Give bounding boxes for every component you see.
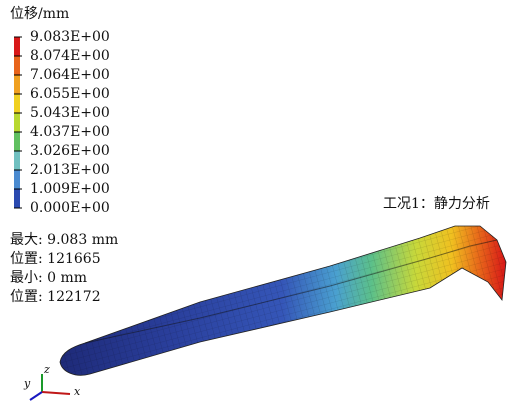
legend-label: 3.026E+00 [30,143,110,159]
legend-swatch [14,94,20,113]
model [60,226,506,375]
stat-line: 位置: 121665 [10,251,101,267]
stat-line: 最小: 0 mm [10,270,87,286]
legend-label: 8.074E+00 [30,48,110,64]
legend-swatch [14,132,20,151]
case-label: 工况1：静力分析 [383,196,490,212]
legend-label: 5.043E+00 [30,105,110,121]
legend-label: 4.037E+00 [30,124,110,140]
axis-z: z [43,363,50,376]
mesh [60,226,506,375]
legend-label: 1.009E+00 [30,181,110,197]
legend-swatch [14,56,20,75]
axis-y: y [23,377,31,390]
legend-label: 9.083E+00 [30,29,110,45]
legend-label: 6.055E+00 [30,86,110,102]
legend-swatch [14,189,20,208]
legend-label: 2.013E+00 [30,162,110,178]
legend-swatch [14,37,20,56]
stats: 最大: 9.083 mm 位置: 121665 最小: 0 mm 位置: 122172 [10,232,118,305]
legend-swatch [14,75,20,94]
legend-title: 位移/mm [10,6,69,22]
axis-x: x [74,385,81,398]
viewport: 位移/mm 9.083E+00 8.074E+00 7.064E+00 6.055E+… [0,0,523,412]
legend: 位移/mm 9.083E+00 8.074E+00 7.064E+00 6.055E+… [10,6,110,216]
legend-label: 7.064E+00 [30,67,110,83]
legend-swatch [14,151,20,170]
stat-line: 位置: 122172 [10,289,101,305]
legend-swatch [14,113,20,132]
stat-line: 最大: 9.083 mm [10,232,118,248]
legend-swatch [14,170,20,189]
legend-label: 0.000E+00 [30,200,110,216]
